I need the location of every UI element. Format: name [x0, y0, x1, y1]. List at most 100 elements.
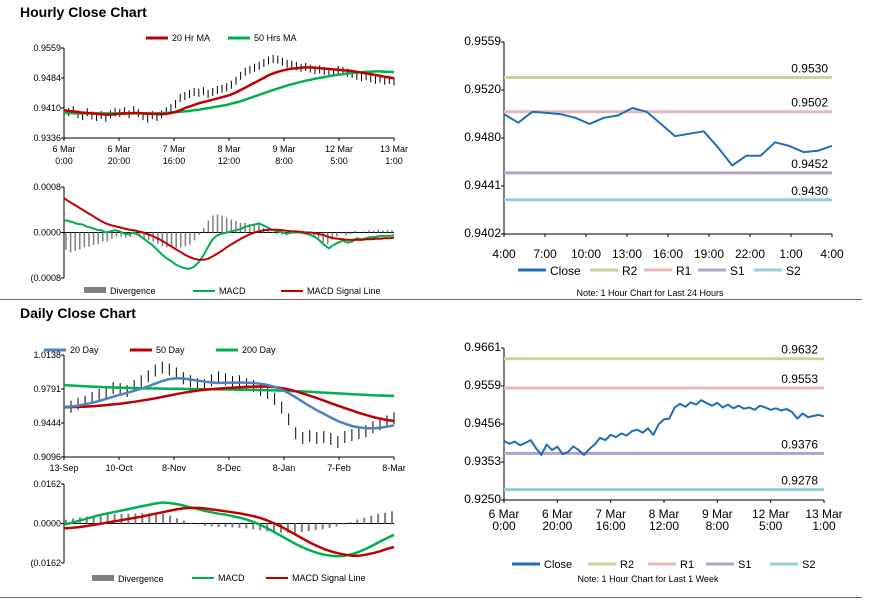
y-tick-label: 0.9480 — [464, 130, 501, 144]
daily-200-line — [63, 383, 395, 398]
daily-legend-macd: MACD — [218, 573, 245, 583]
hourly-macd-line — [63, 219, 395, 270]
x-tick-label: 9 Mar — [702, 507, 733, 521]
y-tick-label: 0.9661 — [464, 340, 501, 354]
x-tick-label: 13-Sep — [49, 463, 78, 473]
hourly-legend-ma50: 50 Hrs MA — [254, 33, 297, 43]
daily-levels-legend-r1: R1 — [680, 559, 694, 571]
x-tick-label: 4:00 — [492, 247, 516, 261]
daily-close-line — [503, 399, 825, 456]
hourly-legend-signal: MACD Signal Line — [307, 286, 381, 296]
x-tick-label: 8-Jan — [273, 463, 296, 473]
x-tick-label: 7:00 — [533, 247, 557, 261]
daily-legend-divergence-swatch — [92, 575, 114, 581]
y-tick-label: 0.9096 — [33, 452, 61, 462]
hourly-level-s2-label: 0.9430 — [791, 184, 828, 198]
x-tick-label: 4:00 — [820, 247, 844, 261]
y-tick-label: 0.9444 — [33, 418, 61, 428]
daily-levels-legend-close: Close — [544, 559, 572, 571]
daily-levels-legend-r2: R2 — [620, 559, 634, 571]
x-tick-label: 6 Mar — [52, 144, 75, 154]
x-tick-label: 6 Mar — [107, 144, 130, 154]
x-tick-label: 13:00 — [612, 247, 642, 261]
x-tick-label: 16:00 — [653, 247, 683, 261]
hourly-legend-macd: MACD — [219, 286, 246, 296]
x-tick-label: 12:00 — [218, 156, 241, 166]
y-tick-label: 0.9402 — [464, 226, 501, 240]
y-tick-label: 0.9410 — [33, 103, 61, 113]
x-tick-label: 9 Mar — [272, 144, 295, 154]
y-tick-label: 0.0162 — [33, 479, 61, 489]
x-tick-label: 5:00 — [759, 519, 783, 533]
x-tick-label: 7 Mar — [162, 144, 185, 154]
x-tick-label: 1:00 — [779, 247, 803, 261]
y-tick-label: 0.9441 — [464, 178, 501, 192]
daily-legend-20: 20 Day — [70, 345, 99, 355]
daily-level-r2-label: 0.9632 — [781, 343, 818, 357]
hourly-legend-divergence-swatch — [84, 287, 106, 293]
y-tick-label: (0.0162 — [30, 558, 61, 568]
y-tick-label: 0.0000 — [33, 519, 61, 529]
y-tick-label: 0.9559 — [464, 378, 501, 392]
y-tick-label: 0.9353 — [464, 454, 501, 468]
hourly-section-title: Hourly Close Chart — [20, 4, 147, 20]
y-tick-label: 1.0138 — [33, 350, 61, 360]
hourly-level-r1-label: 0.9502 — [791, 96, 828, 110]
daily-levels-legend-s1: S1 — [738, 559, 751, 571]
y-tick-label: 0.9456 — [464, 416, 501, 430]
hourly-levels-legend-r2: R2 — [622, 264, 638, 278]
x-tick-label: 8 Mar — [217, 144, 240, 154]
x-tick-label: 12 Mar — [325, 144, 353, 154]
hourly-legend-divergence: Divergence — [110, 286, 156, 296]
x-tick-label: 20:00 — [542, 519, 572, 533]
x-tick-label: 13 Mar — [380, 144, 408, 154]
hourly-levels-legend-s2: S2 — [786, 264, 801, 278]
bottom-divider — [0, 597, 862, 598]
x-tick-label: 10:00 — [571, 247, 601, 261]
daily-legend-divergence: Divergence — [118, 574, 164, 584]
x-tick-label: 1:00 — [385, 156, 403, 166]
y-tick-label: 0.9520 — [464, 82, 501, 96]
hourly-level-s1-label: 0.9452 — [791, 157, 828, 171]
daily-legend-signal: MACD Signal Line — [292, 573, 366, 583]
y-tick-label: 0.9791 — [33, 384, 61, 394]
x-tick-label: 10-Oct — [105, 463, 133, 473]
hourly-close-line — [503, 107, 833, 167]
x-tick-label: 13 Mar — [805, 507, 842, 521]
hourly-levels-legend-r1: R1 — [676, 264, 692, 278]
daily-20-line — [63, 377, 395, 430]
y-tick-label: 0.9336 — [33, 133, 61, 143]
x-tick-label: 6 Mar — [542, 507, 573, 521]
x-tick-label: 6 Mar — [489, 507, 520, 521]
hourly-legend-ma20: 20 Hr MA — [172, 33, 210, 43]
x-tick-label: 7 Mar — [595, 507, 626, 521]
daily-legend-200: 200 Day — [242, 345, 276, 355]
daily-legend-50: 50 Day — [156, 345, 185, 355]
hourly-signal-line — [63, 197, 395, 261]
x-tick-label: 12 Mar — [752, 507, 789, 521]
x-tick-label: 22:00 — [735, 247, 765, 261]
x-tick-label: 8-Nov — [162, 463, 187, 473]
y-tick-label: 0.0000 — [33, 228, 61, 238]
y-tick-label: 0.9559 — [33, 43, 61, 53]
daily-signal-line — [63, 506, 395, 557]
x-tick-label: 19:00 — [694, 247, 724, 261]
x-tick-label: 20:00 — [108, 156, 131, 166]
hourly-ma50-line — [64, 70, 395, 115]
x-tick-label: 0:00 — [492, 519, 516, 533]
hourly-level-r2-label: 0.9530 — [791, 61, 828, 75]
x-tick-label: 12:00 — [649, 519, 679, 533]
x-tick-label: 16:00 — [163, 156, 186, 166]
y-tick-label: 0.0008 — [33, 182, 61, 192]
y-tick-label: 0.9484 — [33, 73, 61, 83]
hourly-levels-note: Note: 1 Hour Chart for Last 24 Hours — [576, 288, 724, 298]
x-tick-label: 5:00 — [330, 156, 348, 166]
x-tick-label: 8-Mar — [382, 463, 406, 473]
x-tick-label: 8-Dec — [217, 463, 242, 473]
daily-macd-line — [63, 501, 395, 558]
x-tick-label: 0:00 — [55, 156, 73, 166]
daily-level-s2-label: 0.9278 — [781, 474, 818, 488]
x-tick-label: 8:00 — [706, 519, 730, 533]
x-tick-label: 8:00 — [275, 156, 293, 166]
daily-50-line — [63, 385, 395, 423]
